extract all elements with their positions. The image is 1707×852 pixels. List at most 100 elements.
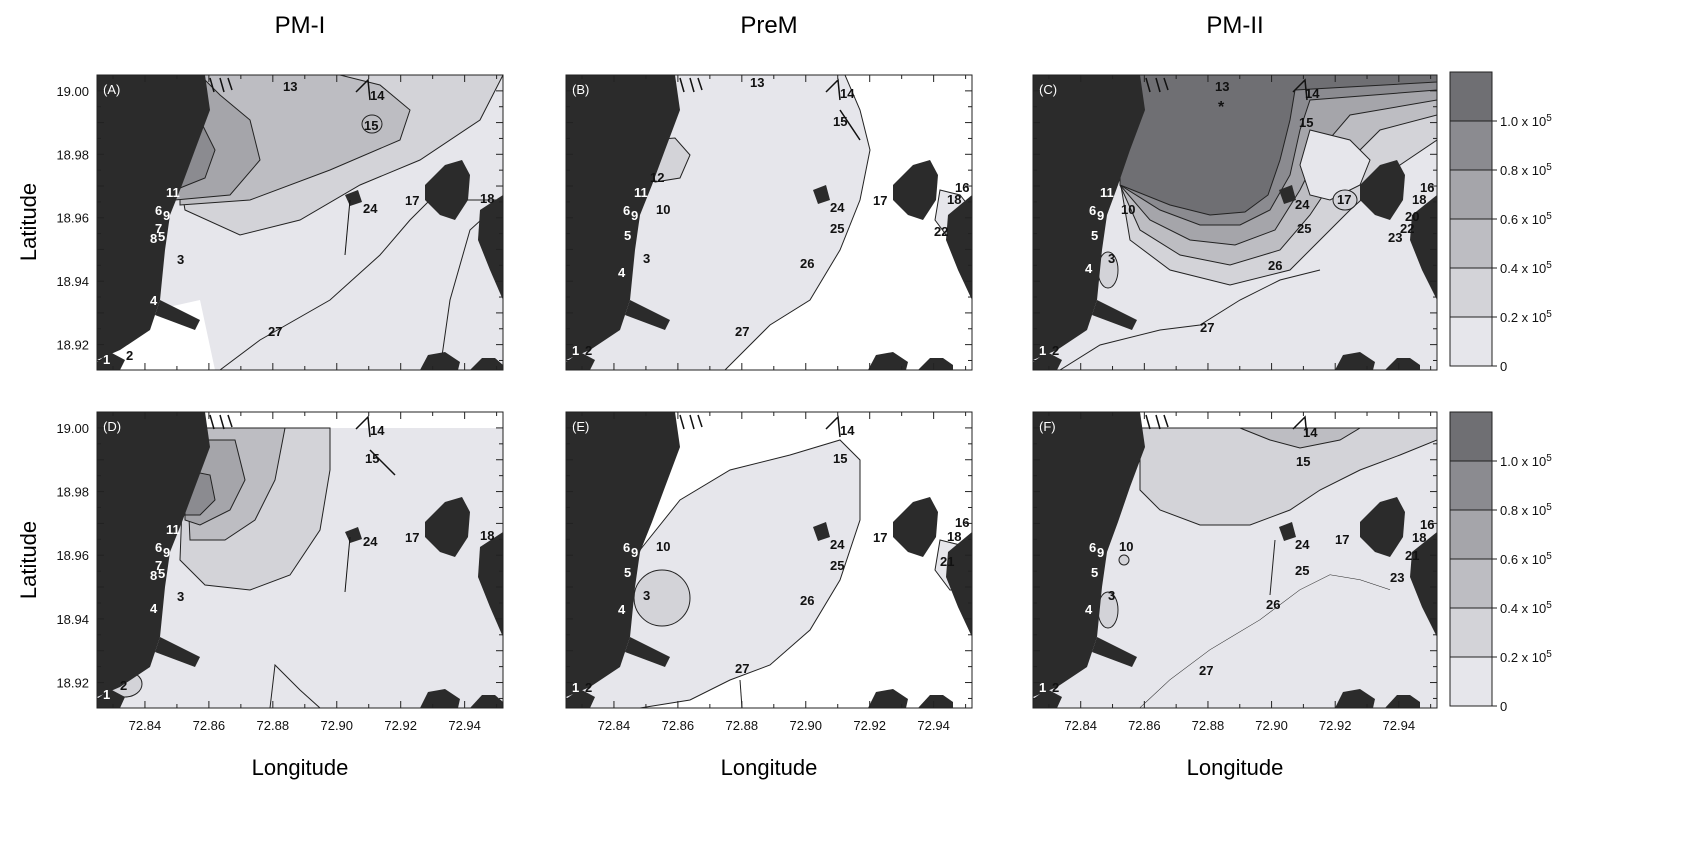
- station-label: 17: [1337, 192, 1351, 207]
- colorbar-label: 0.4 x 105: [1500, 260, 1552, 277]
- colorbar-swatch: [1449, 509, 1493, 560]
- station-label: 15: [833, 114, 847, 129]
- x-tick-label: 72.94: [1383, 718, 1416, 733]
- x-tick-label: 72.88: [726, 718, 759, 733]
- station-label: 18: [1412, 192, 1426, 207]
- station-label: 4: [150, 601, 158, 616]
- station-label: 26: [1268, 258, 1282, 273]
- station-label: 25: [1295, 563, 1309, 578]
- station-label: 26: [800, 256, 814, 271]
- station-label: 14: [1305, 86, 1320, 101]
- colorbar-swatch: [1449, 558, 1493, 609]
- station-labels-f: 6 9 5 4 1: [1039, 540, 1104, 695]
- station-label: 7: [155, 558, 162, 573]
- station-label: 5: [1091, 228, 1098, 243]
- station-labels-e: 6 9 5 4 1: [572, 540, 638, 695]
- station-label: 11: [166, 522, 180, 537]
- colorbar-label: 0: [1500, 359, 1507, 374]
- x-tick-label: 72.94: [917, 718, 950, 733]
- colorbar-label: 0.4 x 105: [1500, 600, 1552, 617]
- station-label: 4: [618, 602, 626, 617]
- station-labels-a-dark: 3 2 13 14 15 24 17 18 27: [126, 79, 494, 363]
- colorbar-swatch: [1449, 267, 1493, 318]
- x-tick-label: 72.90: [320, 718, 353, 733]
- station-label: 6: [155, 203, 162, 218]
- station-label: 17: [873, 193, 887, 208]
- axis-ticks: 19.00 18.98 18.96 18.94 18.92 72.84 72.86 72.88…: [56, 75, 1437, 733]
- x-axis-title-3: Longitude: [1187, 755, 1284, 780]
- station-label: 6: [623, 540, 630, 555]
- station-label: 15: [364, 118, 378, 133]
- panel-e: (E) 6 9 5 4 1 14 15 10 3 2 24 25 26 27 1…: [565, 411, 973, 709]
- panel-c: (C) * 11 6 9 5 4 1 13 14 15 10 3 2 24 25…: [1032, 74, 1438, 371]
- station-label: 7: [155, 221, 162, 236]
- station-label: 14: [840, 423, 855, 438]
- station-label: 17: [405, 530, 419, 545]
- station-label: 23: [1388, 230, 1402, 245]
- station-label: 2: [1052, 680, 1059, 695]
- station-label: 13: [750, 75, 764, 90]
- x-tick-label: 72.84: [598, 718, 631, 733]
- x-tick-label: 72.86: [1128, 718, 1161, 733]
- station-label: 17: [873, 530, 887, 545]
- station-label: 8: [150, 231, 157, 246]
- station-label: 18: [1412, 530, 1426, 545]
- station-label: 1: [103, 352, 110, 367]
- station-labels-c: 11 6 9 5 4 1: [1039, 185, 1114, 358]
- station-label: 1: [572, 343, 579, 358]
- station-label: 11: [634, 185, 648, 200]
- station-label: 8: [150, 568, 157, 583]
- colorbar-swatch: [1449, 71, 1493, 122]
- station-label: 27: [1200, 320, 1214, 335]
- x-tick-label: 72.94: [448, 718, 481, 733]
- station-label: 26: [1266, 597, 1280, 612]
- station-labels-d-dark: 3 2 14 15 24 17 18: [120, 423, 494, 693]
- station-label: 15: [1296, 454, 1310, 469]
- station-label: 27: [268, 324, 282, 339]
- y-tick-label: 18.98: [56, 485, 89, 500]
- x-tick-label: 72.88: [257, 718, 290, 733]
- colorbar-swatch: [1449, 218, 1493, 269]
- y-tick-label: 18.94: [56, 612, 89, 627]
- station-label: 18: [947, 192, 961, 207]
- station-label: 9: [1097, 208, 1104, 223]
- station-label: 6: [623, 203, 630, 218]
- x-tick-label: 72.92: [853, 718, 886, 733]
- y-axis-title-bottom: Latitude: [16, 521, 41, 599]
- station-label: 9: [163, 545, 170, 560]
- panel-label-f: (F): [1039, 419, 1056, 434]
- panel-f: (F) 6 9 5 4 1 14 15 10 3 2 24 25 26 27 1…: [1032, 411, 1438, 709]
- station-label: 4: [1085, 602, 1093, 617]
- station-label: 10: [656, 539, 670, 554]
- panel-label-c: (C): [1039, 82, 1057, 97]
- station-labels-b-dark: 13 14 15 12 10 3 2 24 25 26 27 17 16 18 …: [585, 75, 969, 358]
- station-label: 21: [940, 554, 954, 569]
- station-label: 5: [158, 229, 165, 244]
- station-label: 15: [1299, 115, 1313, 130]
- station-label: 9: [1097, 545, 1104, 560]
- x-tick-label: 72.86: [193, 718, 226, 733]
- station-label: 22: [1400, 221, 1414, 236]
- station-label: 24: [363, 201, 378, 216]
- station-labels-f-dark: 14 15 10 3 2 24 25 26 27 17 16 18 21 23: [1052, 425, 1434, 695]
- station-label: 11: [1100, 185, 1114, 200]
- station-label: 25: [830, 221, 844, 236]
- x-tick-label: 72.92: [1319, 718, 1352, 733]
- station-label: 24: [363, 534, 378, 549]
- station-label: 1: [1039, 343, 1046, 358]
- panel-label-d: (D): [103, 419, 121, 434]
- station-label: 3: [643, 588, 650, 603]
- station-label: 13: [1215, 79, 1229, 94]
- colorbar-label: 0.6 x 105: [1500, 551, 1552, 568]
- station-label: 17: [1335, 532, 1349, 547]
- station-label: 3: [177, 252, 184, 267]
- station-label: 13: [283, 79, 297, 94]
- x-tick-label: 72.92: [384, 718, 417, 733]
- y-tick-label: 18.98: [56, 147, 89, 162]
- colorbar-top: 1.0 x 105 0.8 x 105 0.6 x 105 0.4 x 105 0.2 …: [1449, 71, 1552, 374]
- colorbar-swatch: [1449, 460, 1493, 511]
- x-tick-label: 72.84: [129, 718, 162, 733]
- station-label: 12: [650, 170, 664, 185]
- station-label: 21: [1405, 548, 1419, 563]
